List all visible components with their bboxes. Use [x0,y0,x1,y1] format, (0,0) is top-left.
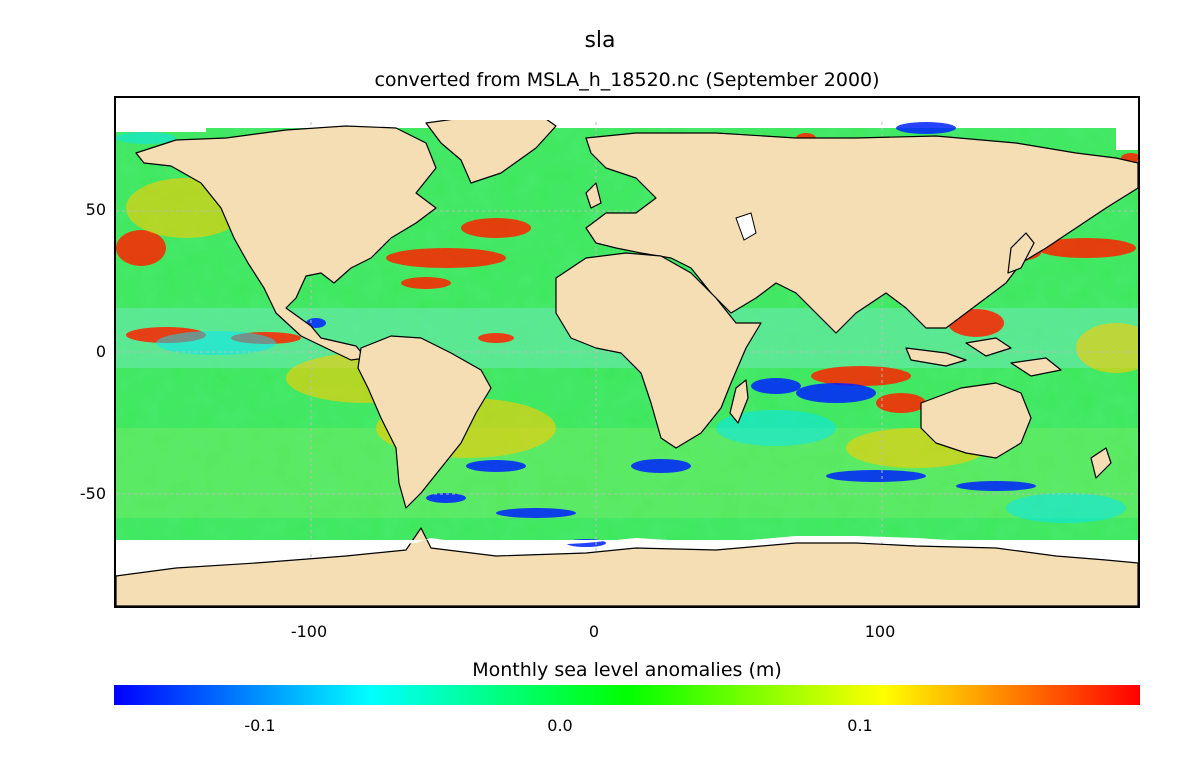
land-madagascar [729,379,749,424]
map-subtitle: converted from MSLA_h_18520.nc (Septembe… [374,69,880,91]
colorbar-label: Monthly sea level anomalies (m) [472,659,782,681]
map-panel [114,96,1140,608]
land-australia [920,382,1032,459]
x-tick-label: 100 [864,622,896,641]
y-tick-label: 50 [85,200,106,219]
no-data-zones [116,98,1138,568]
land-eurasia [585,132,1138,334]
map-title: sla [584,28,616,53]
land-south-america [357,335,492,509]
colorbar [114,685,1140,705]
land-masses [116,111,1138,606]
colorbar-tick-label: -0.1 [244,716,276,735]
land-north-america [135,125,437,361]
x-tick-label: 0 [588,622,600,641]
land-africa [555,252,762,449]
x-tick-label: -100 [290,622,328,641]
colorbar-tick-label: 0.1 [847,716,873,735]
land-antarctica [116,527,1138,606]
y-tick-label: 0 [95,342,106,361]
colorbar-tick-label: 0.0 [547,716,573,735]
y-tick-label: -50 [79,484,106,503]
